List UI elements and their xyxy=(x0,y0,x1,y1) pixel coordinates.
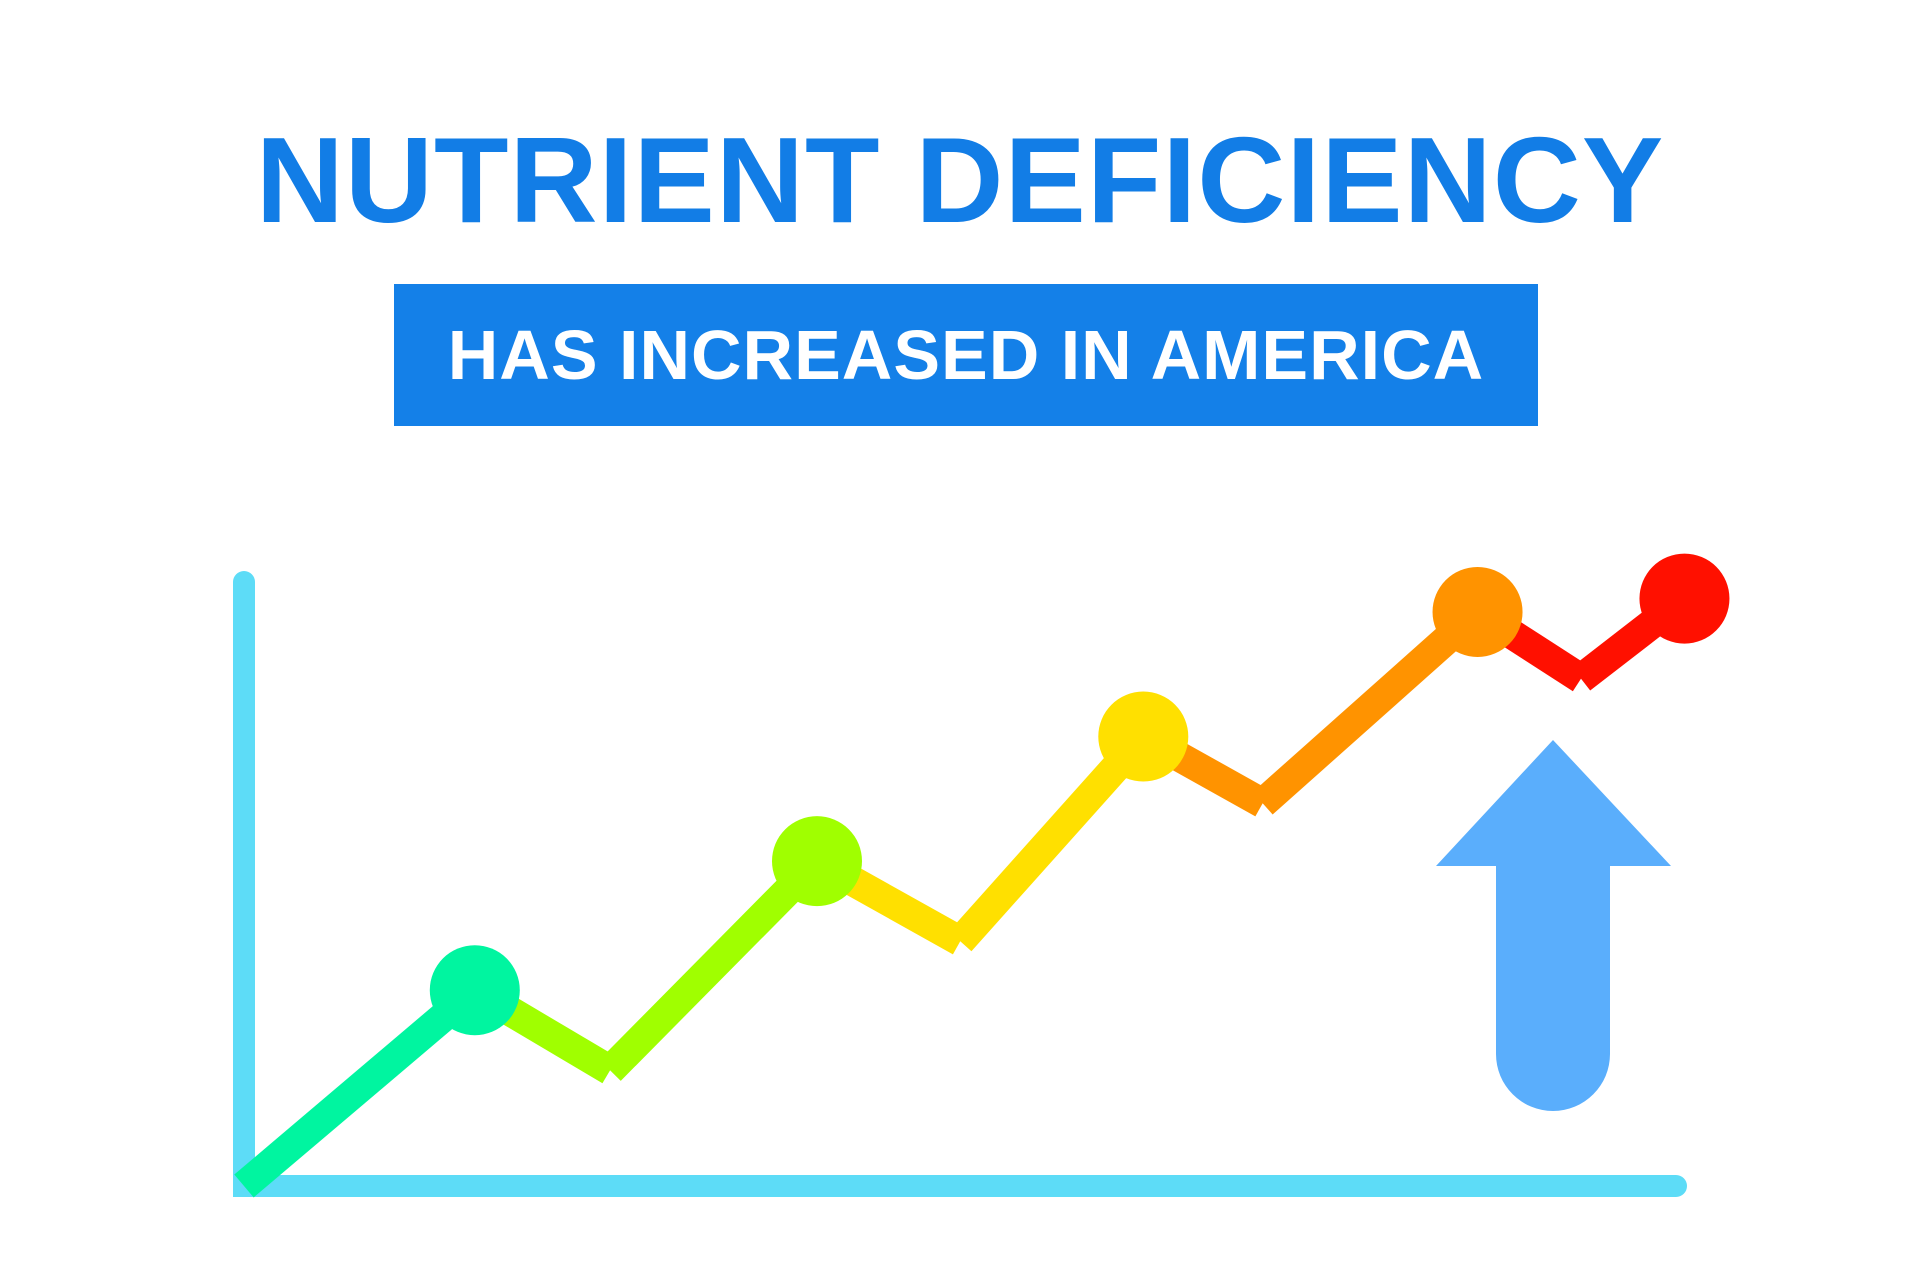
up-arrow-icon xyxy=(1436,740,1671,1111)
line-series xyxy=(234,586,1694,1198)
chart-axes xyxy=(233,571,1687,1197)
data-point xyxy=(1098,691,1189,782)
data-point xyxy=(1639,553,1730,644)
marker-layer xyxy=(429,553,1730,1036)
line-segment xyxy=(234,978,485,1198)
data-point xyxy=(1432,566,1523,657)
chart-title: NUTRIENT DEFICIENCY xyxy=(255,112,1665,248)
chart-subtitle: HAS INCREASED IN AMERICA xyxy=(447,316,1485,394)
data-point xyxy=(772,816,862,907)
subtitle-banner: HAS INCREASED IN AMERICA xyxy=(394,284,1538,426)
line-segment xyxy=(599,850,828,1081)
line-segment xyxy=(1252,600,1488,815)
data-point xyxy=(429,945,520,1036)
arrow-shape xyxy=(1436,740,1671,1111)
line-segment xyxy=(949,726,1155,952)
